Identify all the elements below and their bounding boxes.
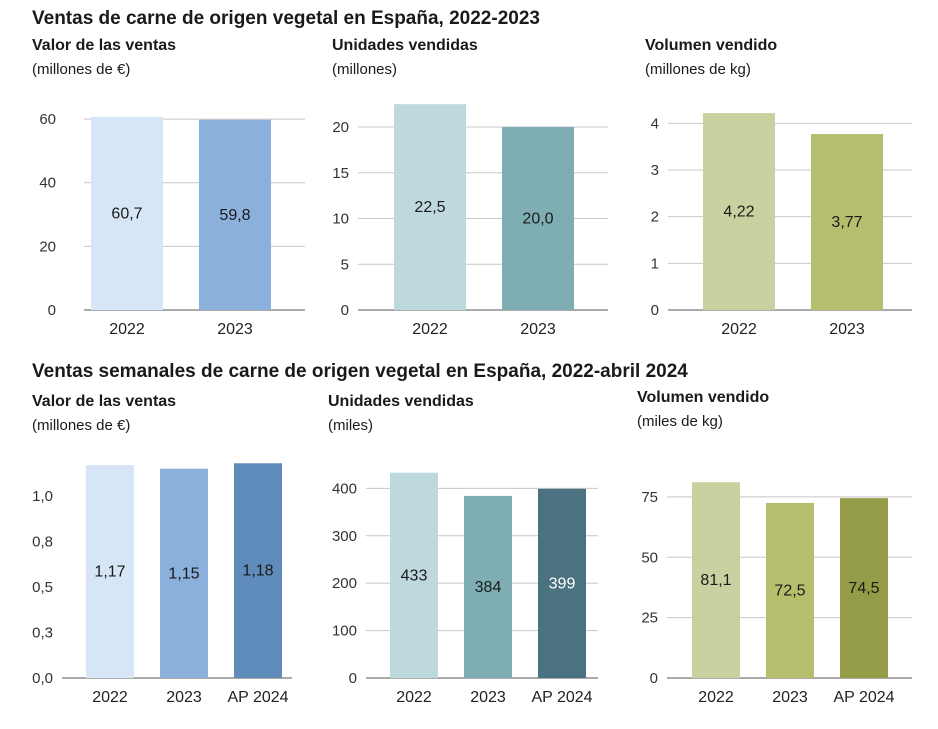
y-tick-label: 50	[641, 549, 658, 566]
chart-subtitle: (millones)	[332, 61, 398, 78]
y-tick-label: 1,0	[32, 488, 53, 505]
data-label: 81,1	[700, 572, 731, 589]
chart-subtitle: (miles de kg)	[637, 413, 723, 430]
data-label: 433	[401, 567, 428, 584]
chart-subtitle: (millones de €)	[32, 417, 131, 434]
y-tick-label: 0	[341, 302, 349, 319]
data-label: 22,5	[414, 199, 445, 216]
y-tick-label: 3	[651, 162, 659, 179]
y-tick-label: 400	[332, 480, 357, 497]
y-tick-label: 0	[651, 302, 659, 319]
bar	[766, 502, 814, 678]
bar	[811, 134, 883, 310]
chart-title: Volumen vendido	[637, 389, 770, 406]
y-tick-label: 15	[332, 165, 349, 182]
x-tick-label: 2023	[829, 321, 865, 338]
y-tick-label: 75	[641, 489, 658, 506]
y-tick-label: 0	[349, 670, 357, 687]
bar	[464, 495, 512, 678]
y-tick-label: 25	[641, 610, 658, 627]
chart-subtitle: (millones de €)	[32, 61, 131, 78]
data-label: 384	[475, 579, 502, 596]
chart-subtitle: (miles)	[328, 417, 373, 434]
y-tick-label: 0	[650, 670, 658, 687]
x-tick-label: 2022	[396, 689, 432, 706]
y-tick-label: 2	[651, 209, 659, 226]
y-tick-label: 0,8	[32, 534, 53, 551]
y-tick-label: 10	[332, 211, 349, 228]
y-tick-label: 40	[39, 175, 56, 192]
chart-title: Volumen vendido	[645, 37, 778, 54]
bar	[160, 468, 208, 678]
y-tick-label: 0,5	[32, 579, 53, 596]
bar	[91, 116, 163, 310]
y-tick-label: 0,3	[32, 625, 53, 642]
bar	[234, 463, 282, 678]
chart-title: Valor de las ventas	[32, 393, 177, 410]
data-label: 1,18	[242, 563, 273, 580]
x-tick-label: 2022	[109, 321, 145, 338]
y-tick-label: 60	[39, 111, 56, 128]
bar	[390, 472, 438, 678]
y-tick-label: 20	[39, 238, 56, 255]
chart-title: Unidades vendidas	[332, 37, 478, 54]
x-tick-label: 2022	[92, 689, 128, 706]
data-label: 20,0	[522, 211, 553, 228]
y-tick-label: 100	[332, 623, 357, 640]
bar	[199, 119, 271, 311]
x-tick-label: 2023	[217, 321, 253, 338]
data-label: 74,5	[848, 580, 879, 597]
y-tick-label: 300	[332, 528, 357, 545]
x-tick-label: 2023	[166, 689, 202, 706]
y-tick-label: 200	[332, 575, 357, 592]
data-label: 1,17	[94, 564, 125, 581]
data-label: 59,8	[219, 207, 250, 224]
data-label: 4,22	[723, 204, 754, 221]
section-title-weekly: Ventas semanales de carne de origen vege…	[32, 361, 688, 382]
x-tick-label: 2022	[412, 321, 448, 338]
y-tick-label: 1	[651, 255, 659, 272]
x-tick-label: 2022	[721, 321, 757, 338]
bar	[86, 465, 134, 678]
x-tick-label: 2022	[698, 689, 734, 706]
y-tick-label: 0	[48, 302, 56, 319]
data-label: 1,15	[168, 565, 199, 582]
x-tick-label: AP 2024	[531, 689, 592, 706]
y-tick-label: 20	[332, 119, 349, 136]
data-label: 3,77	[831, 214, 862, 231]
chart-title: Valor de las ventas	[32, 37, 177, 54]
bar	[394, 104, 466, 311]
y-tick-label: 4	[651, 115, 659, 132]
x-tick-label: 2023	[520, 321, 556, 338]
x-tick-label: AP 2024	[227, 689, 288, 706]
bar	[703, 113, 775, 310]
x-tick-label: 2023	[772, 689, 808, 706]
y-tick-label: 5	[341, 256, 349, 273]
x-tick-label: AP 2024	[833, 689, 894, 706]
bar	[840, 498, 888, 678]
chart-subtitle: (millones de kg)	[645, 61, 751, 78]
chart-title: Unidades vendidas	[328, 393, 474, 410]
data-label: 72,5	[774, 582, 805, 599]
bar	[692, 482, 740, 678]
data-label: 399	[549, 575, 576, 592]
y-tick-label: 0,0	[32, 670, 53, 687]
data-label: 60,7	[111, 205, 142, 222]
bar	[502, 127, 574, 311]
x-tick-label: 2023	[470, 689, 506, 706]
bar	[538, 488, 586, 678]
section-title-annual: Ventas de carne de origen vegetal en Esp…	[32, 8, 540, 29]
